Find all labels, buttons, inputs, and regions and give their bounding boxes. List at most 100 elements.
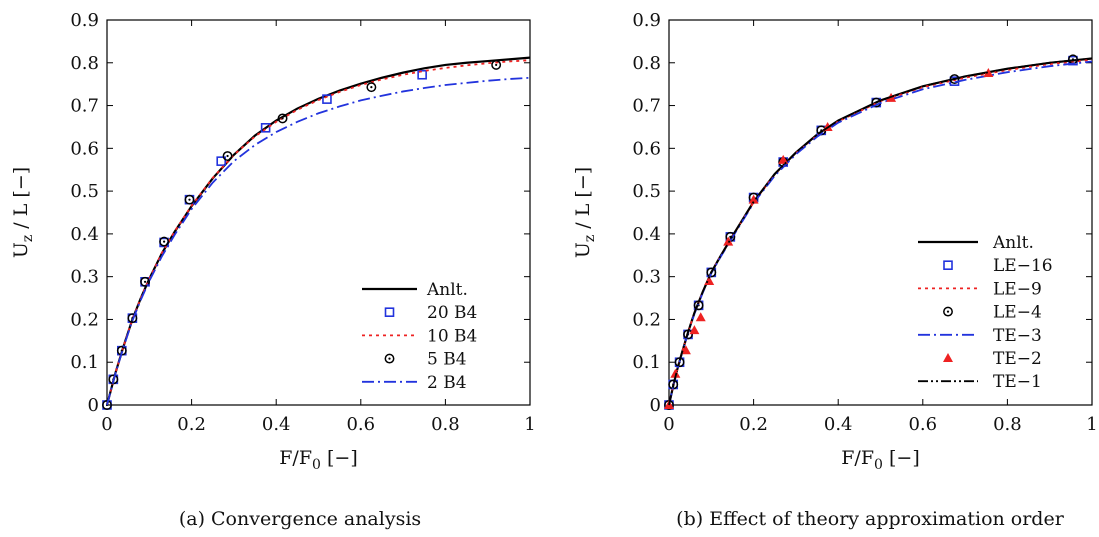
legend-label: Anlt. xyxy=(426,280,468,300)
panel-b: 0 0.2 0.4 0.6 0.8 1 0 0.1 0.2 0.3 0.4 0.5 0.6 0.7 0.8 0… xyxy=(572,10,1098,530)
y-axis-label: Uz / L [−] xyxy=(10,167,36,258)
legend-label: TE−2 xyxy=(993,349,1042,369)
series-line xyxy=(668,57,1093,406)
legend-label: LE−16 xyxy=(993,256,1053,276)
x-tick-label: 0.6 xyxy=(346,414,375,435)
data-point xyxy=(417,69,427,80)
series-line xyxy=(105,56,531,406)
legend-entry: LE−16 xyxy=(943,256,1053,276)
legend-label: 20 B4 xyxy=(427,303,477,323)
legend-swatch xyxy=(943,306,953,317)
legend-label: Anlt. xyxy=(992,233,1034,253)
legend-label: 5 B4 xyxy=(427,350,467,370)
series-line xyxy=(106,59,531,406)
legend-label: TE−1 xyxy=(993,372,1042,392)
y-tick-label: 0.3 xyxy=(632,267,661,288)
data-point xyxy=(670,368,681,378)
legend-label: TE−3 xyxy=(993,326,1042,346)
data-point xyxy=(222,151,233,161)
data-point xyxy=(184,194,195,205)
data-point xyxy=(778,154,789,164)
data-point xyxy=(216,156,227,166)
x-tick-label: 0.8 xyxy=(431,414,460,435)
data-point xyxy=(322,94,332,104)
y-tick-label: 0.2 xyxy=(70,309,99,330)
series-20 B4 xyxy=(102,69,427,410)
y-tick-label: 0.6 xyxy=(70,138,99,159)
y-tick-label: 0.4 xyxy=(632,224,661,245)
legend-entry: LE−9 xyxy=(918,279,1042,299)
x-tick-label: 0.2 xyxy=(739,414,768,435)
data-point xyxy=(159,236,170,247)
y-tick-label: 0.6 xyxy=(632,138,661,159)
x-axis-label: F/F0 [−] xyxy=(279,447,358,473)
x-tick-label: 0.8 xyxy=(993,414,1022,435)
plot-frame xyxy=(106,19,531,406)
y-tick-label: 0.7 xyxy=(632,96,661,117)
data-point xyxy=(689,325,700,335)
data-point xyxy=(277,113,288,124)
series-10 B4 xyxy=(106,59,531,406)
x-tick-label: 0.4 xyxy=(824,414,853,435)
data-point xyxy=(140,276,151,287)
y-tick-label: 0.3 xyxy=(70,267,99,288)
series-TE−2 xyxy=(664,68,994,409)
data-point xyxy=(748,194,759,204)
y-tick-label: 0 xyxy=(88,395,99,416)
y-tick-label: 0.5 xyxy=(632,181,661,202)
legend-entry: LE−4 xyxy=(943,303,1042,323)
series-Anlt. xyxy=(105,56,531,406)
y-tick-label: 0.1 xyxy=(70,352,99,373)
x-tick-label: 0.2 xyxy=(177,414,206,435)
legend-swatch xyxy=(943,353,953,362)
data-point xyxy=(983,68,994,78)
legend-entry: TE−2 xyxy=(943,349,1042,369)
data-point xyxy=(366,82,377,93)
panel-caption: (b) Effect of theory approximation order xyxy=(676,508,1065,530)
y-axis-label: Uz / L [−] xyxy=(572,167,598,258)
y-tick-label: 0.9 xyxy=(70,10,99,31)
panel-caption: (a) Convergence analysis xyxy=(179,508,421,530)
legend-entry: Anlt. xyxy=(918,233,1034,253)
y-tick-label: 0.9 xyxy=(632,10,661,31)
legend-swatch xyxy=(943,260,953,271)
y-tick-label: 0.2 xyxy=(632,309,661,330)
data-point xyxy=(695,312,706,322)
y-tick-label: 0.4 xyxy=(70,224,99,245)
legend-entry: 2 B4 xyxy=(362,373,467,393)
data-point xyxy=(491,59,502,70)
y-tick-label: 0 xyxy=(650,395,661,416)
y-tick-label: 0.5 xyxy=(70,181,99,202)
legend-entry: TE−1 xyxy=(918,372,1042,392)
legend-swatch xyxy=(384,353,395,364)
legend-label: 10 B4 xyxy=(427,326,477,346)
y-tick-label: 0.8 xyxy=(70,53,99,74)
x-tick-label: 0 xyxy=(663,414,674,435)
x-axis-label: F/F0 [−] xyxy=(841,447,920,473)
series-line xyxy=(106,76,531,406)
series-TE−1 xyxy=(668,57,1093,406)
legend-entry: Anlt. xyxy=(362,280,468,300)
data-point xyxy=(723,236,734,246)
plot-frame xyxy=(668,19,1093,406)
x-tick-label: 1 xyxy=(1086,414,1097,435)
legend-label: LE−9 xyxy=(993,279,1042,299)
legend-entry: 20 B4 xyxy=(384,303,477,323)
y-tick-label: 0.7 xyxy=(70,96,99,117)
data-point xyxy=(260,123,271,133)
legend-entry: TE−3 xyxy=(918,326,1042,346)
legend-label: LE−4 xyxy=(993,303,1042,323)
series-2 B4 xyxy=(106,76,531,406)
legend-swatch xyxy=(384,307,395,318)
x-tick-label: 0 xyxy=(101,414,112,435)
data-point xyxy=(680,345,691,355)
legend-entry: 5 B4 xyxy=(384,350,467,370)
legend-label: 2 B4 xyxy=(427,373,467,393)
x-tick-label: 0.4 xyxy=(262,414,291,435)
x-tick-label: 0.6 xyxy=(908,414,937,435)
y-tick-label: 0.1 xyxy=(632,352,661,373)
x-tick-label: 1 xyxy=(524,414,535,435)
y-tick-label: 0.8 xyxy=(632,53,661,74)
panel-a: 0 0.2 0.4 0.6 0.8 1 0 0.1 0.2 0.3 0.4 0.5 0.6 0.7 0.8 0… xyxy=(10,10,536,530)
